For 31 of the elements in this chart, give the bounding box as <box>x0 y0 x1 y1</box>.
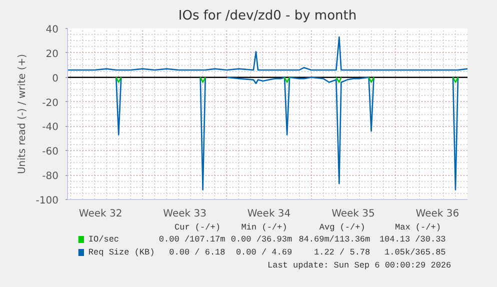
line-series <box>68 36 468 71</box>
text: 84.69m/113.36m <box>298 234 370 244</box>
y-axis-title: Units read (-) / write (+) <box>16 54 28 174</box>
y-tick-label: -80 <box>42 171 59 182</box>
x-tick-label: Week 34 <box>247 208 291 220</box>
text: 104.13 /30.33 <box>379 234 446 244</box>
y-tick-label: -60 <box>42 146 59 158</box>
text: 0.00 / 6.18 <box>169 248 226 258</box>
x-tick-label: Week 33 <box>163 208 206 220</box>
y-tick-label: -40 <box>42 122 59 134</box>
text: 0.00 / 4.69 <box>236 248 292 258</box>
text: 0.00 /36.93m <box>230 234 292 244</box>
text: 1.05k/365.85 <box>384 248 446 258</box>
legend-label: IO/sec <box>88 234 120 244</box>
y-tick-label: 20 <box>46 48 59 60</box>
y-tick-label: -20 <box>42 98 59 109</box>
x-tick-label: Week 36 <box>416 208 460 220</box>
x-tick-label: Week 32 <box>78 208 122 220</box>
text: Avg (-/+) <box>319 222 366 232</box>
text: Max (-/+) <box>395 222 441 232</box>
text: Min (-/+) <box>241 222 288 232</box>
x-tick-label: Week 35 <box>332 208 375 220</box>
legend-label: Req Size (KB) <box>88 248 155 258</box>
text: 0.00 /107.17m <box>158 234 226 244</box>
y-tick-label: -100 <box>36 196 59 206</box>
text: Cur (-/+) <box>174 222 220 232</box>
y-tick-label: 0 <box>52 73 59 84</box>
y-tick-label: 40 <box>46 24 59 36</box>
text: Last update: Sun Sep 6 00:00:29 2026 <box>268 260 452 270</box>
text: 1.22 / 5.78 <box>314 248 370 258</box>
chart-title: IOs for /dev/zd0 - by month <box>178 8 357 24</box>
